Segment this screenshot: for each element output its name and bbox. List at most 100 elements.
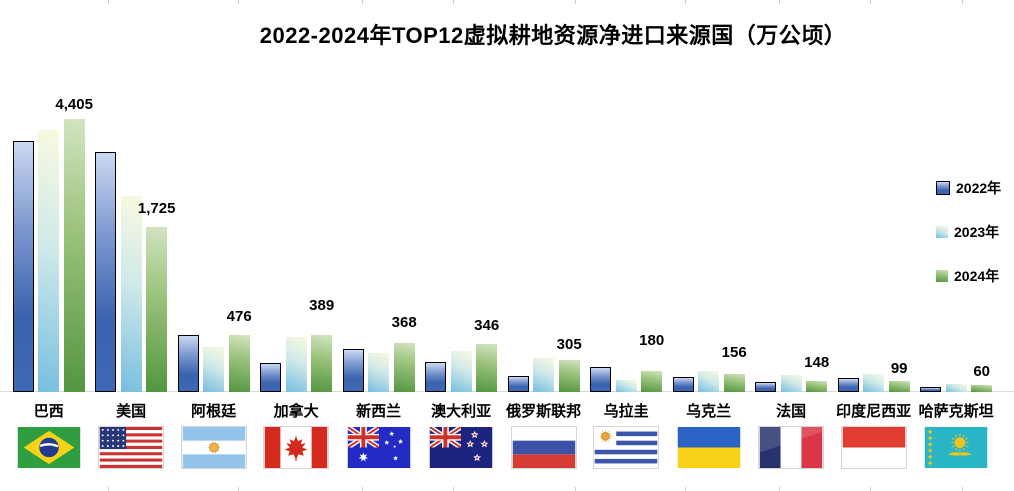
bar-2023-brazil: [38, 130, 60, 392]
legend-item-2023: 2023年: [936, 223, 1000, 240]
grid-tick: [962, 0, 963, 4]
bar-2022-indonesia: [837, 378, 859, 392]
x-axis-line: [0, 391, 1014, 392]
value-label-brazil: 4,405: [55, 96, 93, 113]
chart-title: 2022-2024年TOP12虚拟耕地资源净进口来源国（万公顷）: [259, 23, 847, 48]
flag-new-zealand-icon: [429, 427, 493, 468]
bar-2022-australia: [425, 362, 447, 392]
grid-tick: [870, 487, 871, 491]
bar-2022-russia: [507, 376, 529, 392]
grid-tick: [108, 487, 109, 491]
bar-2022-ukraine: [672, 377, 694, 392]
bar-2024-indonesia: [888, 381, 910, 392]
legend-label-2022: 2022年: [956, 179, 1002, 196]
value-label-usa: 1,725: [137, 200, 176, 217]
bar-2024-france: [806, 381, 828, 392]
bar-2022-france: [755, 382, 777, 392]
grid-tick: [108, 0, 109, 4]
bar-2024-argentina: [228, 335, 250, 392]
category-label-canada: 加拿大: [273, 403, 319, 420]
bar-2023-ukraine: [698, 371, 720, 392]
bar-2023-australia: [450, 351, 472, 392]
flag-ukraine-icon: [677, 427, 741, 468]
grid-tick: [870, 0, 871, 4]
category-label-france: 法国: [776, 403, 807, 420]
flag-russia-icon: [510, 426, 577, 469]
category-label-new-zealand: 新西兰: [356, 403, 402, 420]
bar-2023-france: [780, 375, 802, 392]
grid-tick: [779, 0, 780, 4]
legend-swatch-2024-icon: [936, 269, 948, 282]
flag-australia-icon: [347, 427, 411, 468]
grid-tick: [238, 487, 239, 491]
bar-2023-russia: [533, 358, 555, 392]
bar-2024-australia: [476, 344, 498, 392]
bar-2024-canada: [311, 335, 333, 392]
legend-item-2022: 2022年: [936, 179, 1002, 196]
bar-2023-new-zealand: [368, 353, 390, 392]
bar-2024-kazakhstan: [971, 385, 993, 392]
legend-item-2024: 2024年: [936, 267, 1000, 284]
bar-2022-argentina: [177, 335, 199, 392]
value-label-france: 148: [804, 354, 830, 371]
grid-tick: [453, 487, 454, 491]
bar-2024-usa: [146, 227, 168, 392]
grid-tick: [238, 0, 239, 4]
value-label-canada: 389: [309, 297, 335, 314]
category-label-russia: 俄罗斯联邦: [506, 403, 582, 420]
bar-2024-new-zealand: [393, 343, 415, 392]
value-label-ukraine: 156: [721, 344, 747, 361]
value-label-indonesia: 99: [890, 360, 908, 377]
grid-tick: [685, 0, 686, 4]
bar-2023-usa: [120, 196, 142, 392]
category-label-indonesia: 印度尼西亚: [836, 403, 912, 420]
bar-2023-indonesia: [863, 374, 885, 392]
value-label-kazakhstan: 60: [973, 363, 991, 380]
bar-2022-canada: [260, 363, 282, 392]
category-label-kazakhstan: 哈萨克斯坦: [918, 403, 994, 420]
category-label-uruguay: 乌拉圭: [603, 403, 649, 420]
bar-2022-uruguay: [590, 367, 612, 392]
legend-swatch-2023-icon: [936, 225, 948, 238]
grid-tick: [962, 487, 963, 491]
grid-tick: [453, 0, 454, 4]
category-label-argentina: 阿根廷: [191, 403, 237, 420]
flag-canada-icon: [263, 426, 330, 469]
bar-2022-brazil: [12, 141, 34, 392]
category-label-usa: 美国: [116, 403, 147, 420]
bar-2022-kazakhstan: [920, 387, 942, 392]
value-label-australia: 346: [474, 317, 500, 334]
flag-argentina-icon: [180, 426, 247, 469]
bar-2024-russia: [558, 360, 580, 392]
value-label-argentina: 476: [226, 308, 252, 325]
flag-indonesia-icon: [840, 426, 907, 469]
bar-2023-uruguay: [615, 380, 637, 392]
category-label-brazil: 巴西: [33, 403, 64, 420]
grid-tick: [685, 487, 686, 491]
grid-tick: [362, 487, 363, 491]
grid-tick: [362, 0, 363, 4]
flag-kazakhstan-icon: [924, 427, 988, 468]
legend-label-2023: 2023年: [954, 223, 1000, 240]
value-label-uruguay: 180: [639, 332, 665, 349]
bar-2024-brazil: [63, 119, 85, 392]
flag-brazil-icon: [17, 427, 81, 468]
legend-swatch-2022-icon: [936, 180, 950, 195]
grid-tick: [575, 487, 576, 491]
bar-2023-kazakhstan: [945, 384, 967, 392]
bar-2023-argentina: [203, 347, 225, 392]
category-label-ukraine: 乌克兰: [686, 403, 732, 420]
bar-2023-canada: [285, 337, 307, 392]
bar-2024-uruguay: [641, 371, 663, 392]
flag-uruguay-icon: [593, 426, 660, 469]
flag-france-icon: [758, 426, 825, 469]
grid-tick: [779, 487, 780, 491]
value-label-russia: 305: [556, 336, 582, 353]
grid-tick: [575, 0, 576, 4]
bar-2024-ukraine: [723, 374, 745, 392]
legend-label-2024: 2024年: [954, 267, 1000, 284]
bar-2022-new-zealand: [342, 349, 364, 392]
value-label-new-zealand: 368: [391, 314, 417, 331]
flag-usa-icon: [98, 426, 165, 469]
